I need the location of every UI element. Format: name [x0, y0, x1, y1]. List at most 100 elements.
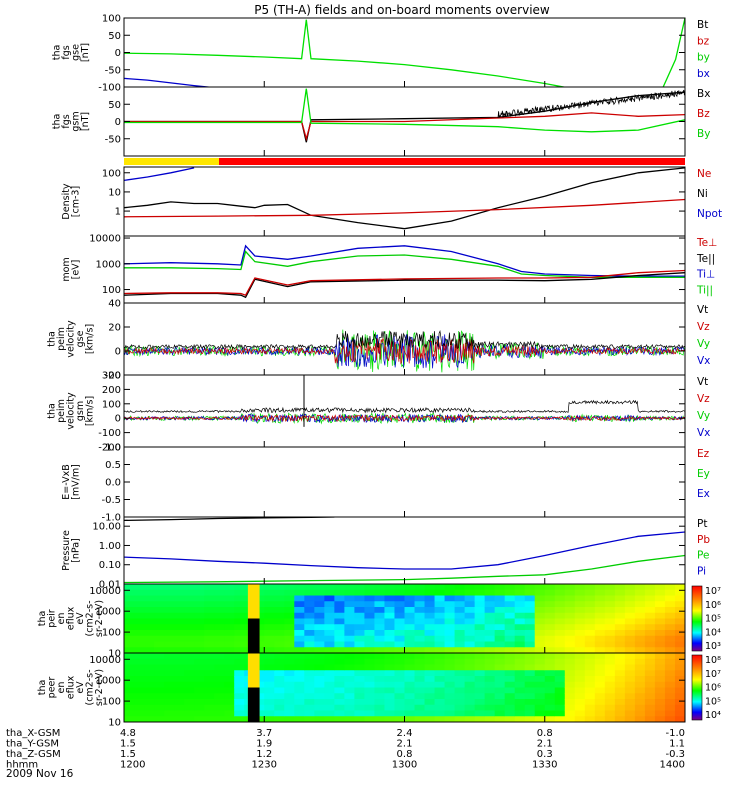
spectrogram-cell [344, 595, 356, 602]
spectrogram-cell [334, 704, 345, 712]
spectrogram-cell [174, 618, 185, 625]
series-line-Pi [124, 531, 685, 570]
spectrogram-cell [634, 704, 646, 712]
colorbar-label: 10⁵ [705, 614, 721, 625]
spectrogram-cell [284, 595, 295, 602]
spectrogram-cell [354, 653, 366, 660]
spectrogram-cell [264, 607, 275, 614]
spectrogram-cell [164, 681, 175, 689]
y-tick-label: 1 [115, 207, 121, 218]
spectrogram-cell [204, 716, 215, 722]
spectrogram-cell [174, 630, 185, 637]
spectrogram-cell [304, 641, 315, 648]
spectrogram-cell [534, 624, 546, 631]
spectrogram-cell [654, 716, 666, 722]
spectrogram-cell [234, 687, 245, 694]
spectrogram-cell [304, 687, 315, 694]
spectrogram-cell [344, 601, 356, 608]
y-axis-label-line: gsm [75, 401, 86, 421]
spectrogram-cell [594, 699, 606, 706]
spectrogram-cell [454, 612, 466, 620]
spectrogram-cell [454, 653, 466, 660]
spectrogram-cell [524, 595, 536, 602]
spectrogram-cell [144, 601, 155, 608]
spectrogram-cell [164, 612, 175, 620]
spectrogram-cell [274, 595, 285, 602]
spectrogram-cell [604, 664, 616, 671]
spectrogram-cell [194, 601, 205, 608]
ephemeris-value: 1.2 [256, 749, 272, 760]
spectrogram-cell [654, 601, 666, 608]
colorbar-label: 10⁴ [705, 627, 721, 638]
spectrogram-cell [564, 699, 576, 706]
spectrogram-cell [564, 710, 576, 717]
spectrogram-cell [194, 595, 205, 602]
spectrogram-cell [304, 693, 315, 700]
spectrogram-cell [494, 710, 506, 717]
spectrogram-cell [194, 647, 205, 653]
spectrogram-cell [414, 641, 426, 648]
spectrogram-cell [224, 607, 235, 614]
spectrogram-cell [194, 624, 205, 631]
spectrogram-cell [364, 704, 376, 712]
spectrogram-cell [424, 630, 436, 637]
y-tick-label: 0 [115, 347, 121, 358]
spectrogram-cell [614, 670, 626, 677]
spectrogram-cell [664, 704, 676, 712]
spectrogram-cell [124, 670, 135, 677]
spectrogram-cell [464, 704, 476, 712]
spectrogram-cell [654, 658, 666, 666]
y-tick-label: 100 [102, 14, 121, 25]
spectrogram-cell [344, 635, 356, 643]
spectrogram-cell [604, 693, 616, 700]
spectrogram-cell [624, 601, 636, 608]
spectrogram-cell [204, 693, 215, 700]
spectrogram-cell [314, 716, 325, 722]
spectrogram-cell [454, 687, 466, 694]
spectrogram-cell [504, 589, 516, 597]
spectrogram-cell [494, 635, 506, 643]
spectrogram-cell [294, 624, 305, 631]
spectrogram-cell [404, 699, 416, 706]
spectrogram-cell [534, 676, 546, 683]
spectrogram-cell [364, 693, 376, 700]
spectrogram-cell [654, 624, 666, 631]
spectrogram-cell [124, 676, 135, 683]
legend-entry: Vz [697, 393, 710, 405]
spectrogram-cell [204, 687, 215, 694]
spectrogram-cell [324, 589, 335, 597]
spectrogram-cell [224, 618, 235, 625]
spectrogram-cell [224, 693, 235, 700]
spectrogram-cell [594, 653, 606, 660]
spectrogram-cell [624, 658, 636, 666]
spectrogram-cell [344, 704, 356, 712]
spectrogram-cell [584, 635, 596, 643]
colorbar-label: 10⁷ [705, 669, 721, 680]
spectrogram-cell [654, 630, 666, 637]
spectrogram-cell [654, 647, 666, 653]
spectrogram-cell [514, 607, 526, 614]
spectrogram-cell [634, 676, 646, 683]
spectrogram-cell [304, 658, 315, 666]
spectrogram-cell [234, 589, 245, 597]
spectrogram-cell [564, 635, 576, 643]
spectrogram-cell [384, 607, 396, 614]
ephemeris-value: 0.8 [537, 728, 553, 739]
panel-peer_en: 10⁸10⁷10⁶10⁵10⁴10000100010010thapeerenef… [37, 652, 721, 729]
spectrogram-cell [274, 647, 285, 653]
spectrogram-cell [664, 676, 676, 683]
spectrogram-cell [424, 612, 436, 620]
spectrogram-cell [164, 607, 175, 614]
spectrogram-cell [334, 647, 345, 653]
spectrogram-cell [674, 716, 685, 722]
y-axis-label-density: Density[cm-3] [61, 183, 82, 219]
spectrogram-cell [284, 653, 295, 660]
spectrogram-cell [284, 699, 295, 706]
spectrogram-cell [224, 595, 235, 602]
y-tick-label: 1.00 [99, 541, 121, 552]
spectrogram-cell [134, 589, 145, 597]
spectrogram-cell [544, 670, 556, 677]
spectrogram-cell [664, 710, 676, 717]
